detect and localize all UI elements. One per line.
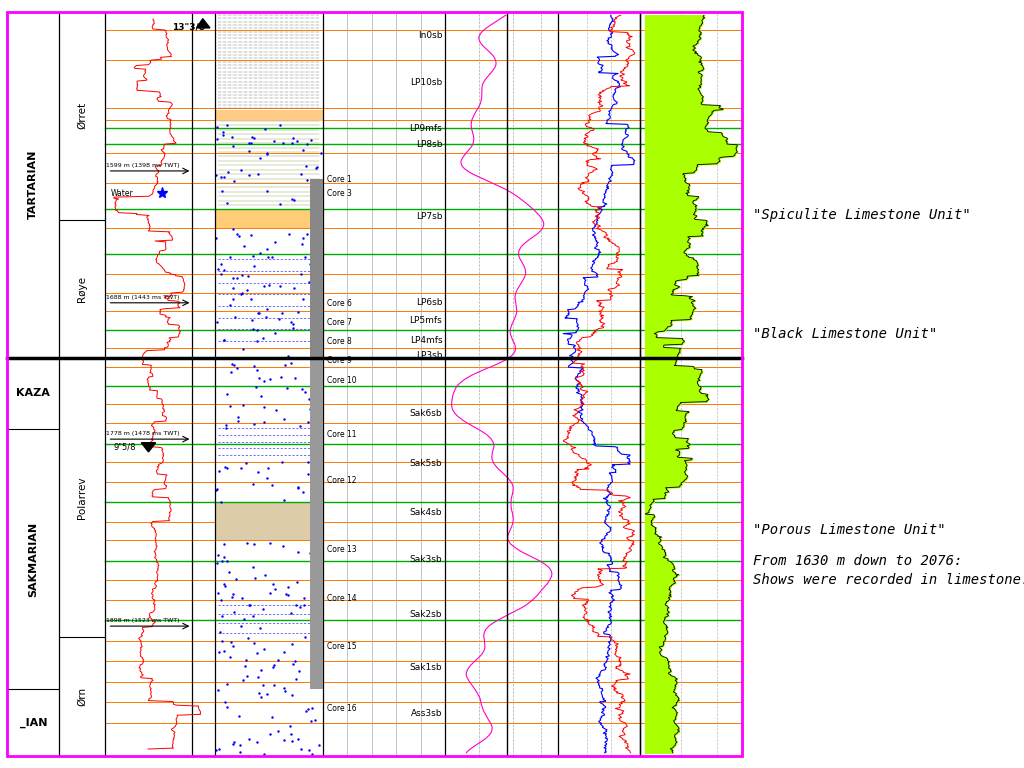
- Text: Core 11: Core 11: [327, 430, 356, 439]
- Text: Sak4sb: Sak4sb: [410, 508, 442, 517]
- Text: Shows were recorded in limestone.: Shows were recorded in limestone.: [753, 573, 1024, 587]
- Text: "Porous Limestone Unit": "Porous Limestone Unit": [753, 523, 945, 537]
- Text: SAKMARIAN: SAKMARIAN: [29, 521, 38, 597]
- Text: Ass3sb: Ass3sb: [411, 709, 442, 718]
- Text: Ørret: Ørret: [78, 102, 87, 129]
- Text: LP9mfs: LP9mfs: [410, 124, 442, 133]
- Text: "Black Limestone Unit": "Black Limestone Unit": [753, 327, 937, 341]
- Text: 1688 m (1443 ms TWT): 1688 m (1443 ms TWT): [106, 295, 180, 300]
- Bar: [310, 179, 323, 357]
- Polygon shape: [197, 18, 210, 28]
- Text: From 1630 m down to 2076:: From 1630 m down to 2076:: [753, 554, 962, 568]
- Bar: [310, 358, 323, 690]
- Text: Core 8: Core 8: [327, 337, 351, 346]
- Text: Sak1sb: Sak1sb: [410, 663, 442, 671]
- Text: Water: Water: [111, 189, 133, 198]
- Text: LP4mfs: LP4mfs: [410, 336, 442, 346]
- Polygon shape: [141, 442, 156, 452]
- Text: LP10sb: LP10sb: [411, 78, 442, 87]
- Text: Sak6sb: Sak6sb: [410, 409, 442, 419]
- Text: 1778 m (1478 ms TWT): 1778 m (1478 ms TWT): [106, 431, 180, 436]
- Text: Core 15: Core 15: [327, 642, 356, 650]
- Text: In0sb: In0sb: [418, 31, 442, 40]
- Text: Core 16: Core 16: [327, 703, 356, 713]
- Text: Core 13: Core 13: [327, 545, 356, 554]
- Text: Sak5sb: Sak5sb: [410, 459, 442, 468]
- Text: Core 1: Core 1: [327, 174, 351, 184]
- Text: Core 9: Core 9: [327, 356, 351, 365]
- Text: _IAN: _IAN: [19, 718, 47, 728]
- Bar: [7, 12, 742, 756]
- Text: TARTARIAN: TARTARIAN: [29, 150, 38, 220]
- Text: KAZA: KAZA: [16, 389, 50, 399]
- Text: Røye: Røye: [78, 276, 87, 302]
- Text: 13"3/8: 13"3/8: [172, 23, 205, 31]
- Text: 9"5/8: 9"5/8: [114, 443, 136, 452]
- Text: LP8sb: LP8sb: [416, 140, 442, 149]
- Text: "Spiculite Limestone Unit": "Spiculite Limestone Unit": [753, 208, 971, 222]
- Text: Core 3: Core 3: [327, 189, 351, 198]
- Text: Core 6: Core 6: [327, 299, 351, 308]
- Bar: [215, 110, 323, 121]
- Text: LP7sb: LP7sb: [416, 212, 442, 221]
- Text: LP3sb: LP3sb: [416, 351, 442, 360]
- Text: Sak3sb: Sak3sb: [410, 554, 442, 564]
- Bar: [215, 209, 323, 227]
- Text: Core 14: Core 14: [327, 594, 356, 603]
- Text: Sak2sb: Sak2sb: [410, 611, 442, 620]
- Text: Polarrev: Polarrev: [78, 476, 87, 519]
- Text: Core 10: Core 10: [327, 376, 356, 385]
- Text: Core 12: Core 12: [327, 476, 356, 485]
- Text: LP6sb: LP6sb: [416, 297, 442, 306]
- Text: LP5mfs: LP5mfs: [410, 316, 442, 325]
- Text: 1898 m (1523 ms TWT): 1898 m (1523 ms TWT): [106, 618, 180, 623]
- Bar: [215, 503, 323, 541]
- Text: Ørn: Ørn: [78, 687, 87, 707]
- Text: Core 7: Core 7: [327, 319, 351, 327]
- Text: 1599 m (1398 ms TWT): 1599 m (1398 ms TWT): [106, 163, 180, 168]
